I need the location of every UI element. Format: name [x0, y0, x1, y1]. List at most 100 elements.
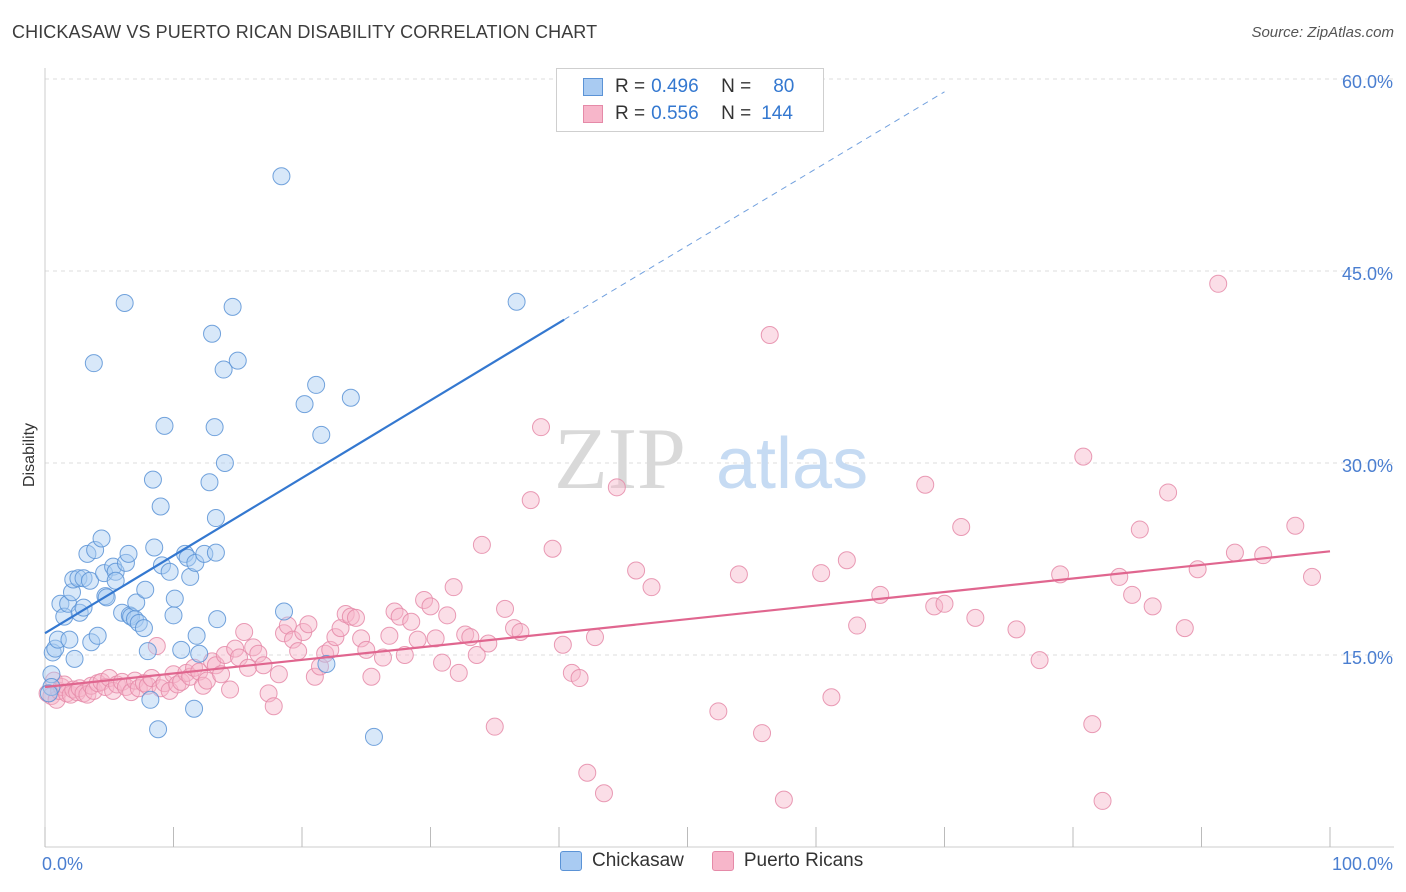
chickasaw-point [200, 473, 219, 492]
chickasaw-point [312, 425, 331, 444]
y-axis-label: Disability [21, 423, 38, 487]
chickasaw-point [203, 324, 222, 343]
chickasaw-point [84, 354, 103, 373]
puerto-rican-point [299, 615, 318, 634]
chickasaw-point [60, 630, 79, 649]
puerto-rican-point [346, 608, 365, 627]
legend-swatch-puerto-ricans [711, 851, 734, 871]
legend-r-label: R = [615, 76, 646, 97]
puerto-rican-point [352, 629, 371, 648]
puerto-rican-point [1093, 791, 1112, 810]
puerto-rican-point [570, 669, 589, 688]
chickasaw-point [272, 167, 291, 186]
chickasaw-point [86, 541, 105, 560]
puerto-rican-point [578, 763, 597, 782]
puerto-rican-point [822, 688, 841, 707]
puerto-rican-point [215, 646, 234, 664]
y-tick-label: 60.0% [1342, 72, 1393, 92]
puerto-rican-point [594, 784, 613, 803]
legend-n-value: 80 [773, 76, 795, 97]
puerto-rican-point [421, 597, 440, 616]
puerto-rican-point [1030, 651, 1049, 670]
puerto-rican-point [521, 491, 540, 510]
chickasaw-point [82, 633, 101, 652]
chickasaw-point [172, 640, 191, 659]
chickasaw-point [307, 375, 326, 394]
puerto-rican-point [753, 724, 772, 743]
chickasaw-point [165, 589, 184, 608]
chickasaw-point [341, 388, 360, 407]
legend-item-chickasaw[interactable]: Chickasaw [560, 850, 684, 872]
puerto-rican-point [1123, 585, 1142, 604]
chickasaw-point [190, 644, 209, 663]
puerto-rican-point [239, 658, 258, 677]
puerto-rican-point [402, 612, 421, 631]
puerto-rican-point [871, 585, 890, 604]
puerto-rican-trend-line [44, 550, 1331, 689]
puerto-rican-point [395, 646, 414, 664]
puerto-rican-point [147, 637, 166, 656]
puerto-rican-point [627, 561, 646, 580]
watermark: ZIP atlas [554, 411, 868, 508]
legend-swatch-chickasaw [583, 78, 603, 96]
y-tick-label: 15.0% [1342, 648, 1393, 668]
legend-item-puerto-ricans[interactable]: Puerto Ricans [711, 850, 863, 872]
chickasaw-point [69, 569, 88, 588]
chickasaw-point [42, 665, 61, 684]
chickasaw-point [134, 619, 153, 638]
puerto-rican-point [935, 594, 954, 613]
chickasaw-point [164, 606, 183, 625]
puerto-rican-point [284, 630, 303, 649]
puerto-rican-point [1143, 597, 1162, 616]
puerto-rican-point [642, 578, 661, 597]
chickasaw-point [127, 593, 146, 612]
puerto-rican-point [362, 667, 381, 686]
chickasaw-point [364, 727, 383, 746]
puerto-rican-point [269, 665, 288, 684]
puerto-rican-point [449, 663, 468, 682]
chickasaw-point [317, 654, 336, 673]
legend-row-chickasaw: R = 0.496 N = 80 [583, 74, 794, 100]
chickasaw-point [80, 571, 99, 590]
chickasaw-point [119, 544, 138, 563]
legend-r-value: 0.556 [651, 103, 699, 124]
chickasaw-point [145, 538, 164, 557]
legend-swatch-chickasaw [560, 851, 582, 871]
puerto-rican-point [925, 597, 944, 616]
legend-swatch-puerto-ricans [583, 105, 603, 123]
source-label: Source: ZipAtlas.com [1251, 24, 1394, 41]
puerto-rican-point [249, 644, 268, 663]
puerto-rican-point [760, 326, 779, 344]
chickasaw-point [65, 649, 84, 668]
puerto-rican-point [221, 680, 240, 699]
y-tick-label: 30.0% [1342, 456, 1393, 476]
chickasaw-point [141, 690, 160, 709]
puerto-rican-point [729, 565, 748, 584]
chickasaw-trend-line [44, 318, 565, 635]
puerto-rican-point [408, 630, 427, 649]
puerto-rican-point [305, 667, 324, 686]
puerto-rican-point [1286, 516, 1305, 535]
data-points [38, 167, 1322, 810]
chickasaw-point [195, 544, 214, 563]
chickasaw-point [160, 562, 179, 581]
puerto-rican-point [390, 607, 409, 626]
puerto-rican-point [774, 790, 793, 809]
puerto-rican-point [373, 648, 392, 667]
puerto-rican-point [532, 418, 551, 437]
legend-n-label: N = [721, 103, 752, 124]
puerto-rican-point [1303, 567, 1322, 586]
watermark-atlas: atlas [716, 424, 868, 504]
puerto-rican-point [585, 628, 604, 647]
series-legend: Chickasaw Puerto Ricans [560, 850, 891, 872]
chickasaw-point [181, 567, 200, 586]
watermark-zip: ZIP [554, 411, 686, 508]
y-tick-label: 45.0% [1342, 264, 1393, 284]
chickasaw-point [106, 571, 125, 590]
legend-r-value: 0.496 [651, 76, 699, 97]
puerto-rican-point [415, 590, 434, 609]
puerto-rican-point [1074, 447, 1093, 466]
chickasaw-point [187, 626, 206, 645]
puerto-rican-point [1188, 560, 1207, 579]
puerto-rican-point [1209, 274, 1228, 293]
